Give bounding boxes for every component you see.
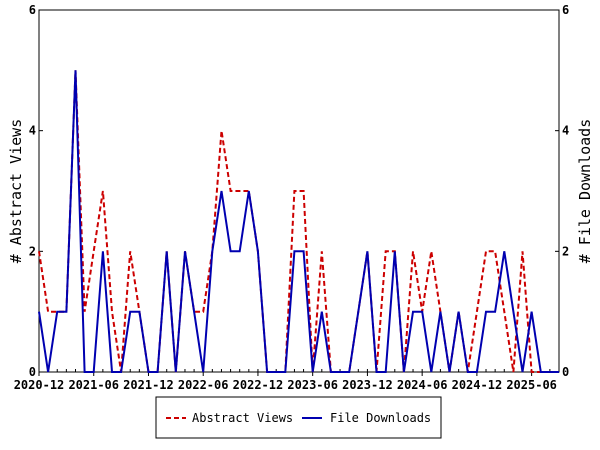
legend-label-file-downloads: File Downloads xyxy=(330,411,431,425)
x-tick-label: 2024-12 xyxy=(452,378,503,392)
series-layer xyxy=(38,70,559,373)
series-line-abstract-views xyxy=(38,70,559,373)
legend-box xyxy=(155,396,442,439)
legend: Abstract Views File Downloads xyxy=(155,396,442,439)
x-tick-label: 2022-06 xyxy=(178,378,229,392)
x-tick-label: 2025-06 xyxy=(506,378,557,392)
series-line-file-downloads xyxy=(38,70,559,373)
y-left-tick-label: 6 xyxy=(29,3,36,17)
y-left-tick-label: 0 xyxy=(29,365,36,379)
y-right-tick-label: 6 xyxy=(562,3,569,17)
x-tick-label: 2023-12 xyxy=(342,378,393,392)
y-right-tick-label: 2 xyxy=(562,244,569,258)
y-axis-right-title: # File Downloads xyxy=(576,119,594,264)
y-right-tick-label: 0 xyxy=(562,365,569,379)
legend-label-abstract-views: Abstract Views xyxy=(192,411,293,425)
y-left-tick-label: 4 xyxy=(29,124,36,138)
x-tick-label: 2020-12 xyxy=(14,378,65,392)
x-tick-label: 2021-06 xyxy=(68,378,119,392)
x-tick-label: 2021-12 xyxy=(123,378,174,392)
plot-area xyxy=(38,9,560,373)
x-axis: 2020-12 2021-06 2021-12 2022-06 2022-12 2023-… xyxy=(14,369,560,392)
y-axis-left-title: # Abstract Views xyxy=(7,119,25,264)
x-tick-label: 2024-06 xyxy=(397,378,448,392)
x-tick-label: 2022-12 xyxy=(233,378,284,392)
y-right-tick-label: 4 xyxy=(562,124,569,138)
x-tick-label: 2023-06 xyxy=(287,378,338,392)
y-left-tick-label: 2 xyxy=(29,244,36,258)
